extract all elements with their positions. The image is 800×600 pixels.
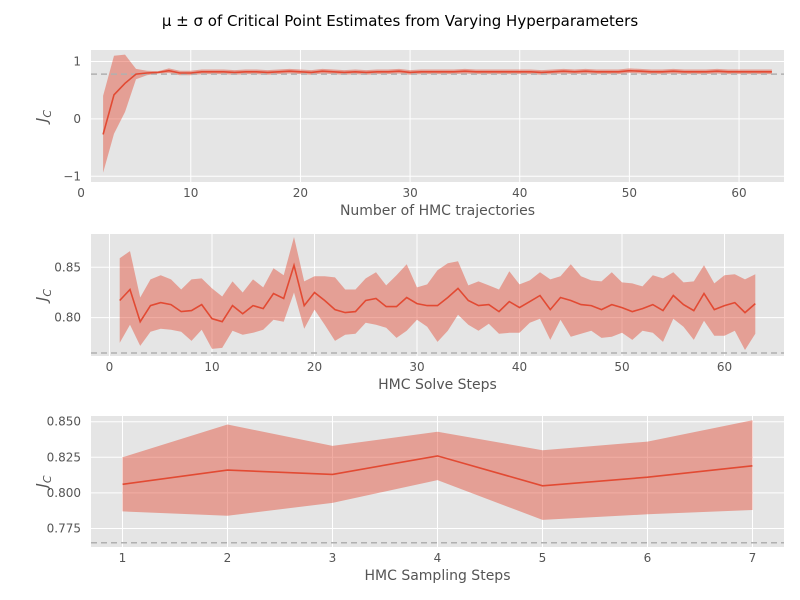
- subplot-trajectories: 0 10 20 30 40 50 60 −1 0 1 Number of HMC trajector…: [33, 50, 784, 219]
- y-tick-label: 0.800: [47, 486, 81, 500]
- y-tick-label: 0: [73, 112, 81, 126]
- mean-line: [122, 455, 753, 487]
- x-tick-label: 50: [614, 360, 629, 374]
- x-axis-label: Number of HMC trajectories: [340, 203, 535, 219]
- x-axis-label: HMC Sampling Steps: [365, 568, 511, 584]
- figure-title: μ ± σ of Critical Point Estimates from V…: [162, 12, 638, 30]
- y-tick-label: 1: [73, 54, 81, 68]
- y-tick-label: 0.850: [47, 415, 81, 429]
- x-tick-label: 40: [512, 186, 527, 200]
- x-tick-label: 60: [731, 186, 746, 200]
- y-axis-label: JC: [33, 289, 54, 304]
- x-tick-label: 10: [183, 186, 198, 200]
- mean-line: [102, 69, 772, 135]
- x-tick-label: 30: [402, 186, 417, 200]
- x-tick-label: 20: [293, 186, 308, 200]
- x-tick-label: 30: [409, 360, 424, 374]
- x-tick-label: 0: [77, 186, 85, 200]
- std-band: [122, 420, 753, 520]
- y-axis-label: JC: [33, 475, 54, 490]
- x-tick-label: 6: [644, 551, 652, 565]
- y-tick-label: 0.85: [54, 260, 81, 274]
- x-axis-label: HMC Solve Steps: [378, 377, 497, 393]
- subplot-solve-steps: 0 10 20 30 40 50 60 0.80 0.85 HMC Solve Steps JC: [33, 234, 784, 393]
- y-tick-label: 0.80: [54, 311, 81, 325]
- x-tick-label: 7: [749, 551, 757, 565]
- x-tick-label: 1: [119, 551, 127, 565]
- y-tick-label: 0.825: [47, 450, 81, 464]
- plot-area: [91, 234, 784, 356]
- x-tick-label: 10: [204, 360, 219, 374]
- x-tick-label: 40: [512, 360, 527, 374]
- x-tick-label: 20: [307, 360, 322, 374]
- y-tick-label: 0.775: [47, 521, 81, 535]
- mean-line: [119, 262, 756, 324]
- y-tick-label: −1: [63, 169, 81, 183]
- x-tick-label: 50: [622, 186, 637, 200]
- subplot-sampling-steps: 1 2 3 4 5 6 7 0.775 0.800 0.825 0.850 HMC Sampling …: [33, 415, 784, 584]
- x-tick-label: 4: [434, 551, 442, 565]
- y-axis-label: JC: [33, 110, 54, 125]
- std-band: [119, 237, 756, 350]
- x-tick-label: 5: [539, 551, 547, 565]
- x-tick-label: 0: [106, 360, 114, 374]
- x-tick-label: 60: [717, 360, 732, 374]
- x-tick-label: 2: [224, 551, 232, 565]
- x-tick-label: 3: [329, 551, 337, 565]
